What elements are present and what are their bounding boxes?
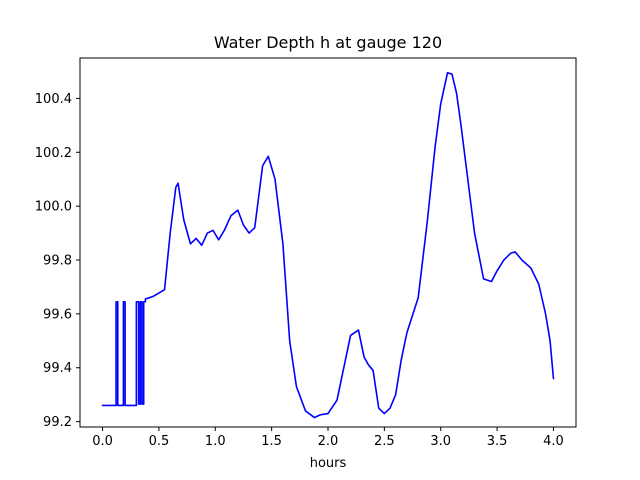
x-tick-label: 0.5 <box>149 434 170 449</box>
y-tick-label: 99.6 <box>43 307 72 322</box>
x-tick-label: 3.5 <box>487 434 508 449</box>
x-tick-label: 3.0 <box>430 434 451 449</box>
series-line-0 <box>101 72 555 419</box>
y-tick-label: 99.8 <box>43 254 72 269</box>
x-axis: 0.0 0.5 1.0 1.5 2.0 2.5 3.0 3.5 4.0 <box>92 427 564 449</box>
x-axis-label: hours <box>310 456 347 471</box>
y-tick-label: 99.2 <box>43 415 72 430</box>
y-axis: 99.2 99.4 99.6 99.8 100.0 100.2 100.4 <box>35 92 80 430</box>
x-tick-label: 1.0 <box>205 434 226 449</box>
x-tick-label: 0.0 <box>92 434 113 449</box>
chart-title: Water Depth h at gauge 120 <box>214 33 442 52</box>
y-tick-label: 100.0 <box>35 200 72 215</box>
x-tick-label: 4.0 <box>543 434 564 449</box>
y-tick-label: 100.4 <box>35 92 72 107</box>
x-tick-label: 2.0 <box>318 434 339 449</box>
x-tick-label: 1.5 <box>261 434 282 449</box>
x-tick-label: 2.5 <box>374 434 395 449</box>
y-tick-label: 99.4 <box>43 361 72 376</box>
y-tick-label: 100.2 <box>35 146 72 161</box>
